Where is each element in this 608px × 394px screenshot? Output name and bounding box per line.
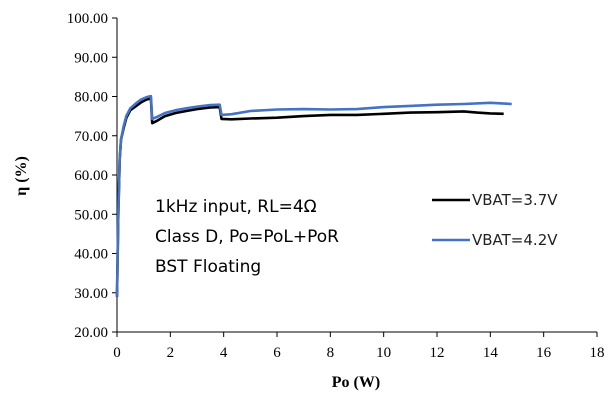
y-tick-label: 100.00 <box>67 11 108 27</box>
y-tick-label: 30.00 <box>74 286 108 302</box>
y-tick-label: 40.00 <box>74 247 108 263</box>
y-tick-label: 50.00 <box>74 207 108 223</box>
y-axis-ticks: 20.00 30.00 40.00 50.00 60.00 70.00 80.00 90.00… <box>67 11 117 341</box>
x-axis-ticks: 0 2 4 6 8 10 12 14 16 18 <box>113 332 605 361</box>
legend: VBAT=3.7V VBAT=4.2V <box>432 191 558 249</box>
y-tick-label: 60.00 <box>74 168 108 184</box>
annotation-class: Class D, Po=PoL+PoR <box>155 227 339 247</box>
annotation-bst: BST Floating <box>155 257 261 277</box>
x-tick-label: 18 <box>590 345 605 361</box>
annotation-input: 1kHz input, RL=4Ω <box>155 197 317 217</box>
y-tick-label: 80.00 <box>74 90 108 106</box>
series-layer <box>115 94 512 297</box>
x-tick-label: 4 <box>220 345 228 361</box>
x-tick-label: 0 <box>113 345 121 361</box>
x-tick-label: 6 <box>273 345 281 361</box>
x-tick-label: 2 <box>167 345 175 361</box>
series-line-vbat-4-2v <box>115 94 512 297</box>
x-tick-label: 12 <box>430 345 445 361</box>
x-tick-label: 14 <box>483 345 499 361</box>
x-tick-label: 10 <box>376 345 391 361</box>
y-axis-title: η (%) <box>13 156 30 196</box>
legend-label: VBAT=4.2V <box>472 231 558 249</box>
x-axis-title: Po (W) <box>332 374 380 391</box>
x-tick-label: 16 <box>536 345 552 361</box>
y-tick-label: 20.00 <box>74 325 108 341</box>
y-tick-label: 70.00 <box>74 129 108 145</box>
x-tick-label: 8 <box>327 345 335 361</box>
y-tick-label: 90.00 <box>74 50 108 66</box>
legend-label: VBAT=3.7V <box>472 191 558 209</box>
